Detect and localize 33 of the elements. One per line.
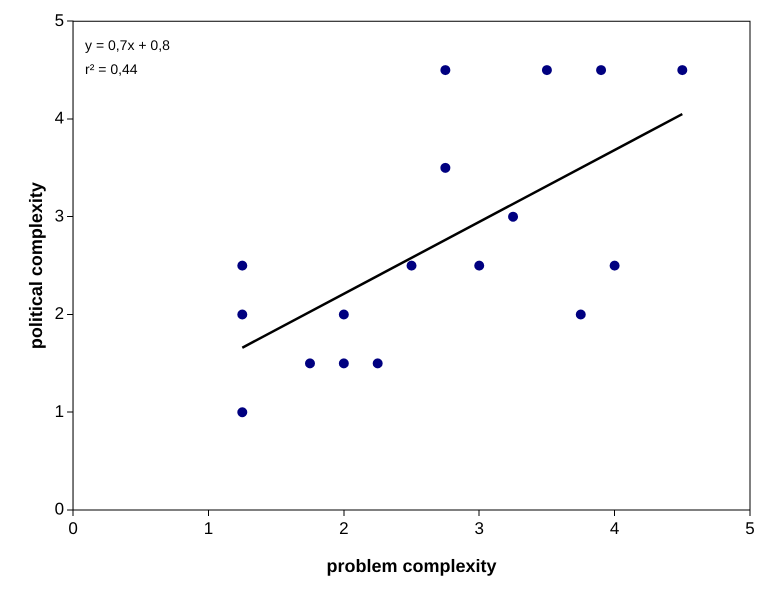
y-axis-title: political complexity bbox=[26, 182, 46, 350]
point bbox=[338, 358, 349, 368]
point bbox=[474, 260, 484, 271]
x-tick-label: 3 bbox=[474, 518, 484, 538]
y-tick-label: 1 bbox=[54, 402, 64, 421]
y-tick-label: 3 bbox=[54, 206, 64, 226]
point bbox=[372, 358, 383, 368]
point bbox=[610, 260, 620, 271]
point bbox=[508, 212, 518, 222]
point bbox=[576, 309, 586, 320]
x-tick-label: 2 bbox=[339, 518, 349, 538]
annotation: y = 0,7x + 0,8 bbox=[85, 37, 170, 54]
y-tick-label: 5 bbox=[54, 10, 64, 30]
annotation: r² = 0,44 bbox=[85, 61, 138, 78]
y-tick-label: 0 bbox=[54, 500, 64, 519]
y-tick-label: 2 bbox=[54, 304, 64, 324]
point bbox=[237, 309, 248, 320]
point bbox=[542, 65, 552, 76]
y-tick-label: 4 bbox=[54, 108, 64, 128]
x-axis-title: problem complexity bbox=[326, 556, 497, 576]
point bbox=[596, 65, 606, 76]
point bbox=[338, 309, 349, 320]
x-tick-label: 4 bbox=[610, 518, 620, 538]
x-tick-label: 0 bbox=[68, 518, 78, 538]
point bbox=[406, 260, 417, 271]
point bbox=[237, 407, 248, 418]
point bbox=[304, 358, 315, 368]
x-tick-label: 1 bbox=[204, 518, 214, 538]
x-tick-label: 5 bbox=[745, 518, 755, 538]
point bbox=[440, 162, 450, 173]
point bbox=[677, 65, 688, 76]
point bbox=[237, 260, 248, 271]
point bbox=[440, 65, 450, 76]
